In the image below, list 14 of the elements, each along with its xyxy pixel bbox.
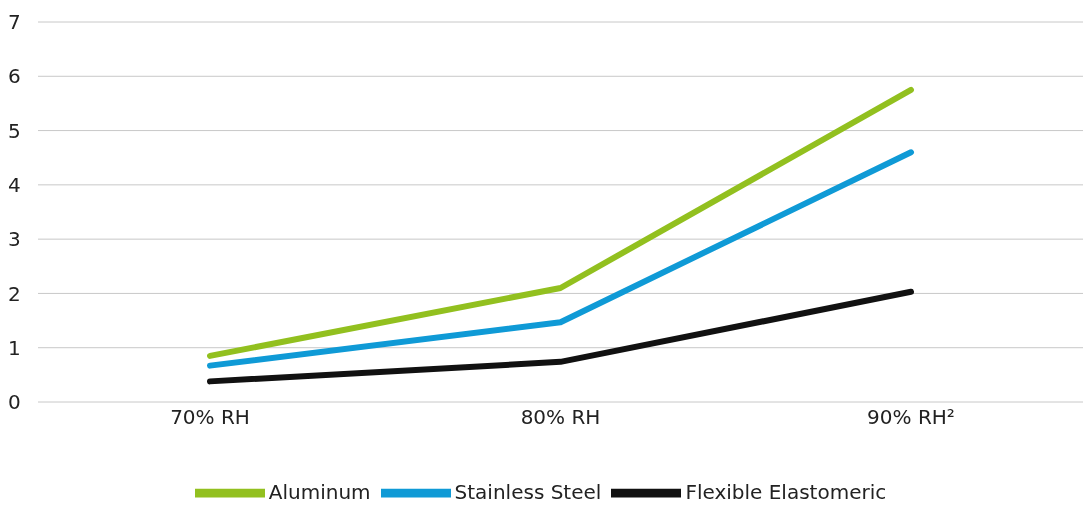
- y-tick-label: 0: [8, 390, 21, 415]
- y-tick-label: 7: [8, 10, 21, 35]
- y-tick-label: 4: [8, 172, 21, 197]
- y-tick-label: 5: [8, 118, 21, 143]
- y-tick-label: 2: [8, 281, 21, 306]
- legend-label: Aluminum: [268, 479, 371, 504]
- x-tick-label: 90% RH²: [867, 405, 955, 430]
- legend-label: Stainless Steel: [454, 479, 602, 504]
- y-tick-label: 6: [8, 64, 21, 89]
- y-tick-label: 3: [8, 227, 21, 252]
- legend-label: Flexible Elastomeric: [685, 479, 887, 504]
- x-tick-label: 70% RH: [170, 405, 250, 430]
- y-tick-label: 1: [8, 335, 21, 360]
- x-tick-label: 80% RH: [520, 405, 601, 430]
